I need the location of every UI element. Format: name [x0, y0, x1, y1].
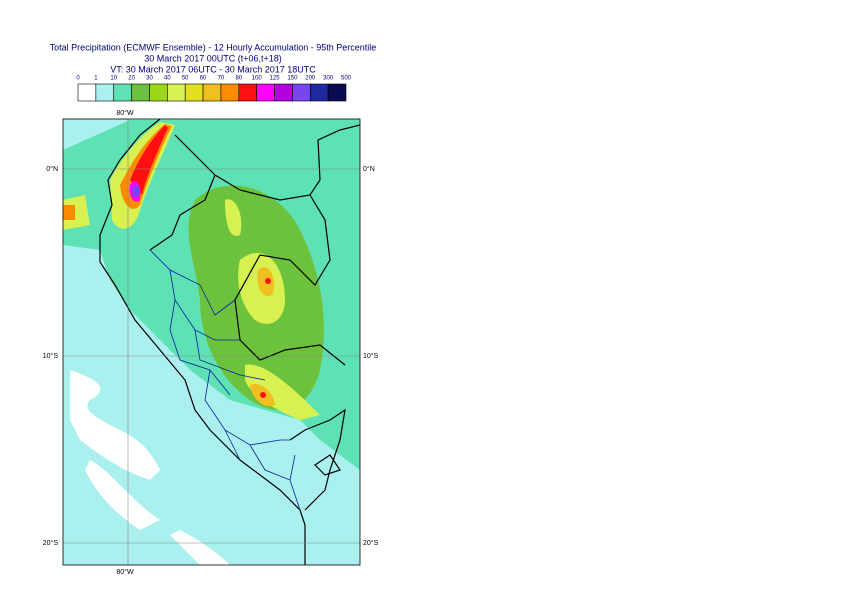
- legend-label: 300: [323, 76, 334, 82]
- lon-label: 80°W: [116, 109, 134, 117]
- legend-swatch: [131, 83, 150, 102]
- legend-swatch: [274, 83, 293, 102]
- legend-label: 60: [200, 76, 207, 82]
- legend-swatch: [113, 83, 132, 102]
- legend-label: 100: [252, 76, 263, 82]
- legend-label: 150: [287, 76, 298, 82]
- legend-swatch: [327, 83, 347, 102]
- legend-label: 50: [182, 76, 189, 82]
- legend-label: 500: [341, 76, 352, 82]
- legend-swatch: [309, 83, 329, 102]
- lat-label: 10°S: [363, 352, 379, 360]
- legend-swatch: [220, 83, 240, 102]
- legend-label: 80: [235, 76, 242, 82]
- map: [63, 119, 360, 565]
- valid-time: VT: 30 March 2017 06UTC - 30 March 2017 …: [110, 64, 316, 74]
- legend-label: 30: [146, 76, 153, 82]
- legend-swatch: [77, 83, 97, 102]
- legend-label: 1: [94, 76, 98, 82]
- title: Total Precipitation (ECMWF Ensemble) - 1…: [50, 42, 377, 52]
- legend-label: 200: [305, 76, 316, 82]
- legend-swatch: [256, 83, 275, 102]
- lat-label: 10°S: [43, 352, 59, 360]
- legend-swatch: [167, 83, 186, 102]
- legend-label: 40: [164, 76, 171, 82]
- legend: 0 1 10 20 30 40 50 60 70 80 100 125 150 200 300 500: [76, 76, 352, 102]
- lat-label: 0°N: [46, 165, 58, 173]
- lat-label: 20°S: [43, 539, 59, 547]
- legend-swatch: [292, 83, 311, 102]
- legend-label: 70: [218, 76, 225, 82]
- legend-swatch: [238, 83, 257, 102]
- lat-label: 0°N: [363, 165, 375, 173]
- legend-swatch: [184, 83, 204, 102]
- legend-swatch: [202, 83, 222, 102]
- legend-label: 20: [128, 76, 135, 82]
- subtitle: 30 March 2017 00UTC (t+06,t+18): [144, 53, 282, 63]
- lat-label: 20°S: [363, 539, 379, 547]
- legend-swatch: [95, 83, 115, 102]
- legend-swatch: [149, 83, 168, 102]
- legend-label: 125: [270, 76, 281, 82]
- legend-label: 0: [76, 76, 80, 82]
- legend-label: 10: [110, 76, 117, 82]
- lon-label: 80°W: [116, 568, 134, 576]
- map-frame: [62, 118, 361, 566]
